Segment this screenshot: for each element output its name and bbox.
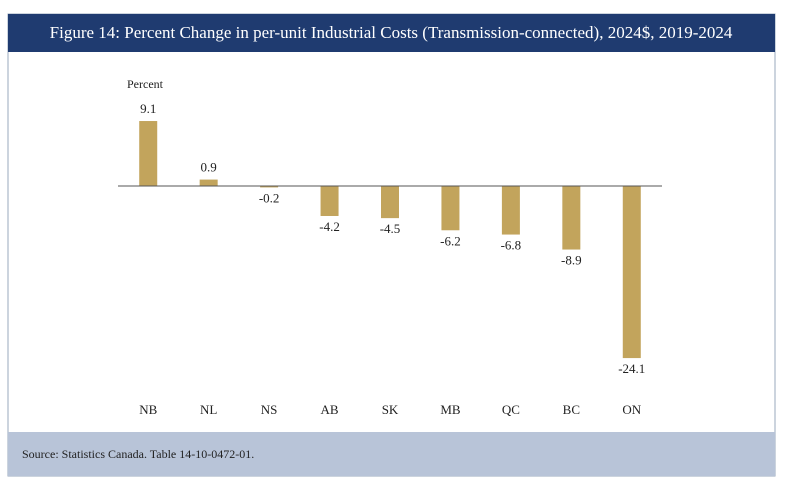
bar (199, 179, 218, 186)
bar (260, 186, 279, 188)
x-tick-label: BC (563, 402, 580, 417)
x-tick-label: MB (440, 402, 461, 417)
y-axis-label: Percent (127, 77, 164, 91)
data-label: -6.8 (501, 238, 522, 253)
bar (320, 186, 339, 216)
source-note: Source: Statistics Canada. Table 14-10-0… (22, 447, 254, 461)
data-label: 0.9 (201, 160, 217, 175)
bar (441, 186, 460, 231)
frame (7, 13, 776, 477)
x-tick-label: QC (502, 402, 520, 417)
data-label: -0.2 (259, 190, 280, 205)
bar (381, 186, 399, 219)
data-label: -4.5 (380, 221, 401, 236)
x-tick-label: ON (622, 402, 641, 417)
data-label: -6.2 (440, 233, 461, 248)
data-label: -24.1 (618, 361, 645, 376)
data-label: -8.9 (561, 253, 582, 268)
bar (622, 186, 641, 359)
data-label: 9.1 (140, 101, 156, 116)
x-tick-label: SK (382, 402, 399, 417)
bar (139, 121, 158, 186)
x-tick-label: NL (200, 402, 217, 417)
title-bar (8, 14, 775, 52)
x-tick-label: AB (321, 402, 339, 417)
footer (8, 432, 775, 476)
data-label: -4.2 (319, 219, 340, 234)
chart-title: Figure 14: Percent Change in per-unit In… (50, 23, 733, 42)
bar (501, 186, 520, 235)
bar (562, 186, 581, 250)
x-tick-label: NB (139, 402, 157, 417)
x-tick-label: NS (261, 402, 278, 417)
